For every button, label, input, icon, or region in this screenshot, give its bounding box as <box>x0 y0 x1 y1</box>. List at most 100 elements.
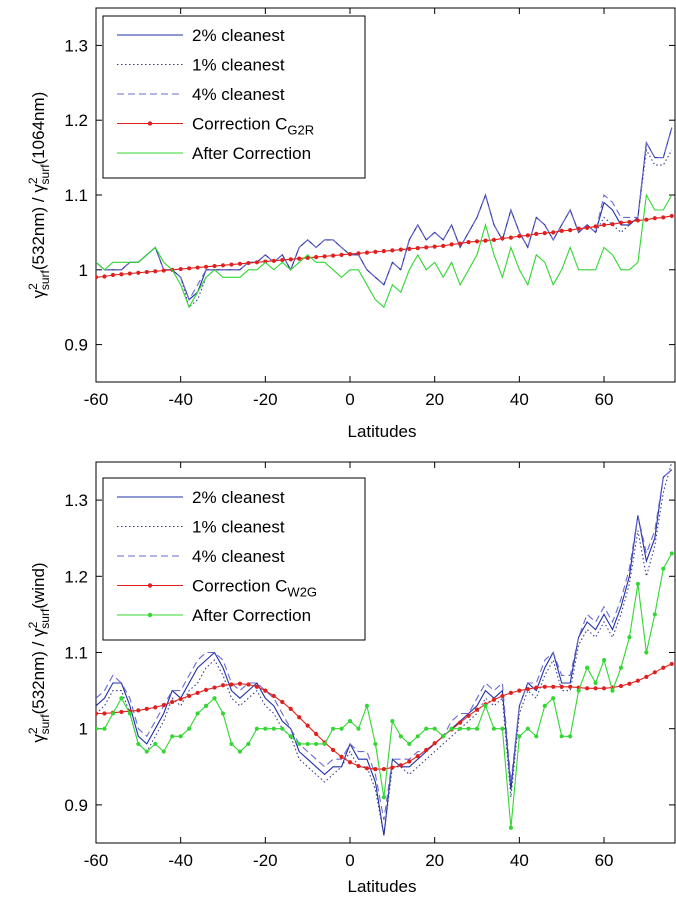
data-point <box>398 247 403 252</box>
y-axis-label-part: 2 <box>26 621 40 628</box>
data-point <box>669 661 674 667</box>
legend-label-subscript: W2G <box>287 585 317 600</box>
legend-label: 1% cleanest <box>192 56 285 75</box>
data-point <box>305 723 310 728</box>
data-point <box>474 239 480 244</box>
data-point <box>525 726 530 731</box>
data-point <box>669 213 674 219</box>
data-point <box>136 741 141 747</box>
legend-box <box>102 477 366 641</box>
data-point <box>102 726 107 731</box>
legend-label: Correction CG2R <box>192 115 314 138</box>
x-tick-label: -40 <box>168 390 193 409</box>
legend-marker <box>147 612 153 618</box>
legend-label: 4% cleanest <box>192 547 285 566</box>
data-point <box>237 261 243 266</box>
y-tick-label: 1.3 <box>64 491 88 510</box>
x-tick-label: -60 <box>84 851 109 870</box>
data-point <box>381 795 386 800</box>
data-point <box>136 270 141 275</box>
data-point <box>254 726 259 731</box>
x-tick-label: 0 <box>345 390 354 409</box>
data-point <box>212 696 217 701</box>
data-point <box>449 242 454 247</box>
data-point <box>652 612 657 617</box>
data-point <box>534 231 539 236</box>
data-point <box>601 686 607 691</box>
data-point <box>187 726 192 731</box>
data-point <box>96 726 99 731</box>
data-point <box>119 696 124 701</box>
y-axis-label-part: surf <box>38 608 52 629</box>
data-point <box>356 763 361 769</box>
y-axis-label-part: (wind) <box>29 562 48 608</box>
data-point <box>110 711 116 716</box>
data-point <box>483 703 488 708</box>
data-point <box>339 726 344 731</box>
data-point <box>500 726 505 731</box>
data-point <box>390 718 395 724</box>
data-point <box>661 665 666 670</box>
chart-panel-2: -60 -40 -20 0 20 40 600.911.11.21.3Latitudesγ2… <box>26 461 676 896</box>
data-point <box>593 686 598 691</box>
data-point <box>525 686 530 692</box>
data-point <box>457 720 463 725</box>
data-point <box>407 246 412 251</box>
x-axis-label: Latitudes <box>348 877 417 896</box>
data-point <box>627 635 632 640</box>
data-point <box>330 726 336 731</box>
data-point <box>220 711 226 716</box>
data-point <box>102 274 107 279</box>
data-point <box>237 681 243 686</box>
data-point <box>305 741 310 747</box>
data-point <box>178 696 183 702</box>
data-point <box>415 246 420 251</box>
data-point <box>229 262 234 267</box>
x-tick-label: 40 <box>510 390 529 409</box>
data-point <box>288 734 293 739</box>
data-point <box>373 741 378 747</box>
data-point <box>254 684 259 689</box>
y-tick-label: 1.1 <box>64 644 88 663</box>
data-point <box>559 684 564 689</box>
data-point <box>542 231 547 236</box>
y-tick-label: 1.1 <box>64 186 88 205</box>
data-point <box>407 741 412 747</box>
data-point <box>491 726 497 731</box>
data-point <box>652 670 657 675</box>
y-axis-label-part: γ <box>29 734 48 743</box>
data-point <box>517 688 522 693</box>
data-point <box>432 741 437 746</box>
data-point <box>652 216 657 221</box>
data-point <box>542 703 547 708</box>
data-point <box>280 699 285 705</box>
data-point <box>153 705 158 710</box>
x-axis-label: Latitudes <box>348 422 417 441</box>
data-point <box>432 244 437 249</box>
data-point <box>483 238 488 243</box>
legend-label-subscript: G2R <box>287 123 314 138</box>
data-point <box>102 711 107 716</box>
data-point <box>661 566 666 571</box>
data-point <box>500 236 505 241</box>
legend-label: 4% cleanest <box>192 85 285 104</box>
data-point <box>601 222 607 228</box>
data-point <box>178 266 183 272</box>
data-point <box>364 250 370 255</box>
legend-label-text: 2% cleanest <box>192 488 285 507</box>
data-point <box>568 734 573 739</box>
data-point <box>568 228 573 233</box>
y-axis-label-part: 2 <box>26 177 40 184</box>
data-point <box>144 269 149 275</box>
data-point <box>584 686 590 691</box>
data-point <box>119 272 124 277</box>
x-tick-label: -60 <box>84 390 109 409</box>
y-axis-label-part: surf <box>38 164 52 185</box>
data-point <box>644 650 649 655</box>
data-point <box>517 734 522 739</box>
data-point <box>237 749 243 754</box>
data-point <box>627 219 632 225</box>
data-point <box>212 263 217 269</box>
y-axis-label: γ2surf(532nm) / γ2surf(1064nm) <box>26 92 52 299</box>
data-point <box>627 681 632 686</box>
